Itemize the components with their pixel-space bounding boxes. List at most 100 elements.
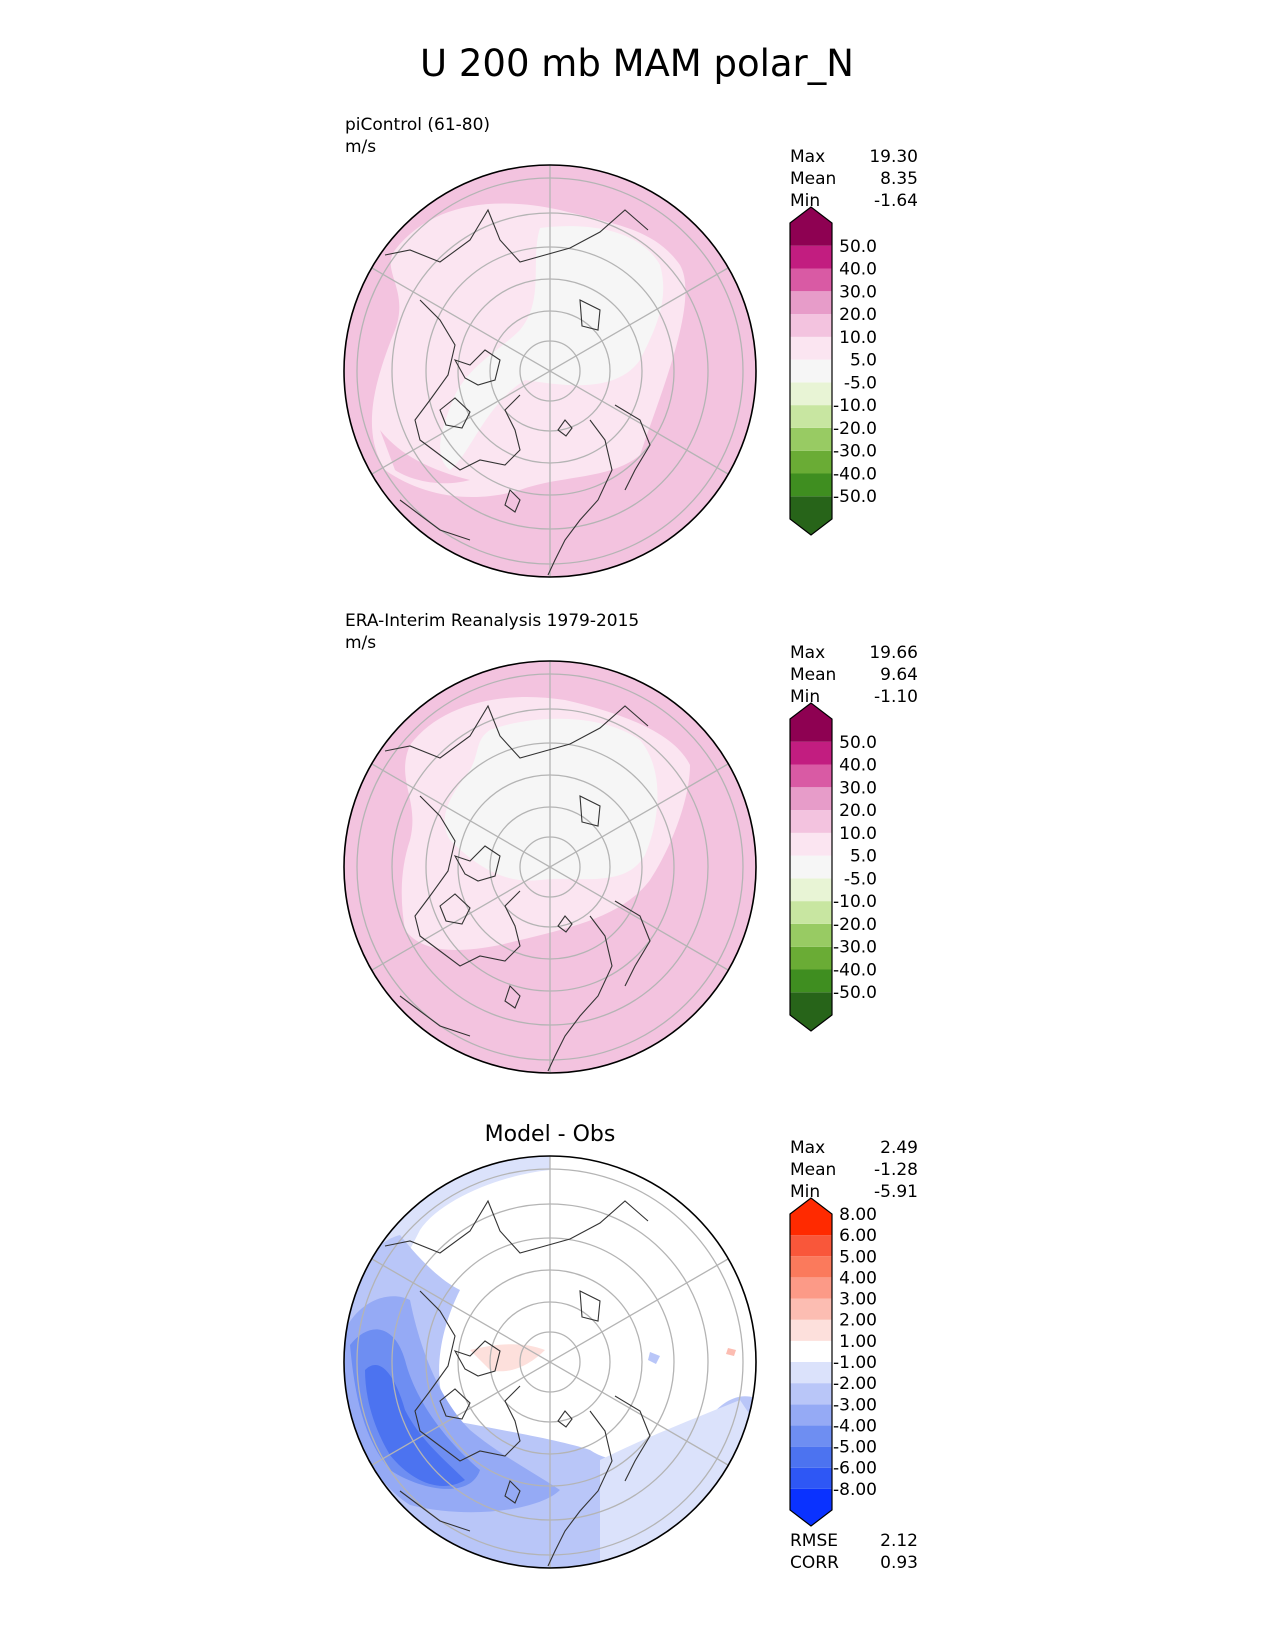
stat-value-max: 19.66: [869, 643, 918, 663]
colorbar-segment: [790, 787, 832, 811]
colorbar-segment: [790, 314, 832, 337]
footer-stats: RMSE 2.12 CORR 0.93: [790, 1531, 918, 1573]
colorbar-segment: [790, 878, 832, 902]
colorbar-segment: [790, 810, 832, 833]
stat-value-max: 19.30: [869, 147, 918, 167]
colorbar-tick-label: -40.0: [833, 464, 877, 484]
colorbar-tick-label: 50.0: [839, 733, 877, 753]
colorbar-tick-label: -30.0: [833, 938, 877, 958]
colorbar-tick-label: -5.0: [844, 373, 877, 393]
stat-value-min: -1.10: [874, 687, 918, 707]
stat-label-mean: Mean: [790, 1160, 836, 1180]
colorbar-segment: [790, 1446, 832, 1468]
colorbar-segment: [790, 1277, 832, 1299]
colorbar-tick-label: -50.0: [833, 487, 877, 507]
panel-units: m/s: [345, 137, 376, 157]
colorbar-tick-label: 10.0: [839, 328, 877, 348]
panel-center-title: Model - Obs: [485, 1122, 616, 1147]
colorbar-segment: [790, 1256, 832, 1278]
colorbar-segment: [790, 1235, 832, 1257]
colorbar-tick-label: -10.0: [833, 396, 877, 416]
stat-label-mean: Mean: [790, 169, 836, 189]
stat-label-corr: CORR: [790, 1553, 839, 1573]
colorbar-segment: [790, 703, 832, 742]
colorbar-tick-label: -30.0: [833, 442, 877, 462]
stat-label-rmse: RMSE: [790, 1531, 838, 1551]
colorbar-tick-label: -40.0: [833, 960, 877, 980]
colorbar-tick-label: 5.00: [839, 1247, 877, 1267]
colorbar-tick-label: 6.00: [839, 1226, 877, 1246]
colorbar-segment: [790, 1319, 832, 1341]
stat-value-mean: -1.28: [874, 1160, 918, 1180]
map-graticule: [356, 1156, 744, 1568]
colorbar-segment: [790, 1362, 832, 1384]
colorbar-segment: [790, 268, 832, 292]
panel-diff: Model - Obs: [343, 1122, 918, 1573]
stats-block: Max 2.49 Mean -1.28 Min -5.91: [790, 1138, 918, 1202]
panel-units: m/s: [345, 633, 376, 653]
colorbar: -8.00-6.00-5.00-4.00-3.00-2.00-1.001.002…: [789, 1197, 877, 1527]
map-graticule: [356, 661, 744, 1073]
colorbar-segment: [790, 969, 832, 993]
colorbar-segment: [790, 382, 832, 406]
colorbar-tick-label: 40.0: [839, 260, 877, 280]
colorbar-segment: [790, 1404, 832, 1426]
colorbar-tick-label: -4.00: [833, 1416, 877, 1436]
map-boundary: [343, 660, 757, 1074]
panel-reference: ERA-Interim Reanalysis 1979-2015 m/s: [343, 611, 918, 1074]
colorbar-segment: [790, 855, 832, 879]
panel-title: piControl (61-80): [345, 115, 490, 135]
stat-value-corr: 0.93: [880, 1553, 918, 1573]
stat-value-min: -5.91: [874, 1182, 918, 1202]
colorbar-tick-label: 3.00: [839, 1290, 877, 1310]
colorbar: -50.0 -40.0-30.0 -20.0 -10.0 -5.05.0 10.0 20.0…: [789, 206, 877, 536]
colorbar-tick-label: 20.0: [839, 305, 877, 325]
colorbar-tick-label: 50.0: [839, 237, 877, 257]
colorbar-tick-label: 5.0: [850, 847, 877, 867]
coastlines: [384, 704, 651, 1072]
colorbar-segment: [790, 245, 832, 269]
panel-title: ERA-Interim Reanalysis 1979-2015: [345, 611, 639, 631]
stat-value-mean: 8.35: [880, 169, 918, 189]
map-graticule: [356, 165, 744, 577]
colorbar-tick-label: 40.0: [839, 756, 877, 776]
stats-block: Max 19.30 Mean 8.35 Min -1.64: [790, 147, 918, 211]
colorbar-tick-label: 1.00: [839, 1332, 877, 1352]
figure-title: U 200 mb MAM polar_N: [420, 42, 854, 85]
colorbar-segment: [790, 427, 832, 451]
colorbar-segment: [790, 1425, 832, 1447]
colorbar-tick-label: 30.0: [839, 282, 877, 302]
panel-test: piControl (61-80) m/s: [343, 115, 918, 578]
colorbar-segment: [790, 1298, 832, 1320]
colorbar-segment: [790, 336, 832, 360]
colorbar-segment: [790, 901, 832, 924]
colorbar-segment: [790, 832, 832, 856]
colorbar-segment: [790, 496, 832, 535]
colorbar-outline: [789, 1197, 833, 1527]
colorbar-tick-label: -10.0: [833, 892, 877, 912]
colorbar-tick-label: 20.0: [839, 801, 877, 821]
colorbar-segment: [790, 450, 832, 474]
colorbar-segment: [790, 473, 832, 497]
colorbar-tick-label: 2.00: [839, 1311, 877, 1331]
colorbar-segment: [790, 1467, 832, 1489]
stat-label-max: Max: [790, 147, 825, 167]
colorbar: -50.0 -40.0-30.0 -20.0 -10.0 -5.05.0 10.0 20.0…: [789, 702, 877, 1032]
stat-label-mean: Mean: [790, 665, 836, 685]
colorbar-tick-label: -2.00: [833, 1374, 877, 1394]
colorbar-segment: [790, 923, 832, 947]
colorbar-tick-label: -5.00: [833, 1438, 877, 1458]
colorbar-segment: [790, 1340, 832, 1362]
colorbar-segment: [790, 291, 832, 315]
colorbar-outline: [789, 206, 833, 536]
colorbar-tick-label: -3.00: [833, 1395, 877, 1415]
colorbar-tick-label: -20.0: [833, 419, 877, 439]
colorbar-tick-label: 5.0: [850, 351, 877, 371]
colorbar-segment: [790, 946, 832, 970]
stat-label-max: Max: [790, 643, 825, 663]
colorbar-tick-label: 10.0: [839, 824, 877, 844]
colorbar-tick-label: -8.00: [833, 1480, 877, 1500]
stat-value-max: 2.49: [880, 1138, 918, 1158]
colorbar-segment: [790, 992, 832, 1031]
